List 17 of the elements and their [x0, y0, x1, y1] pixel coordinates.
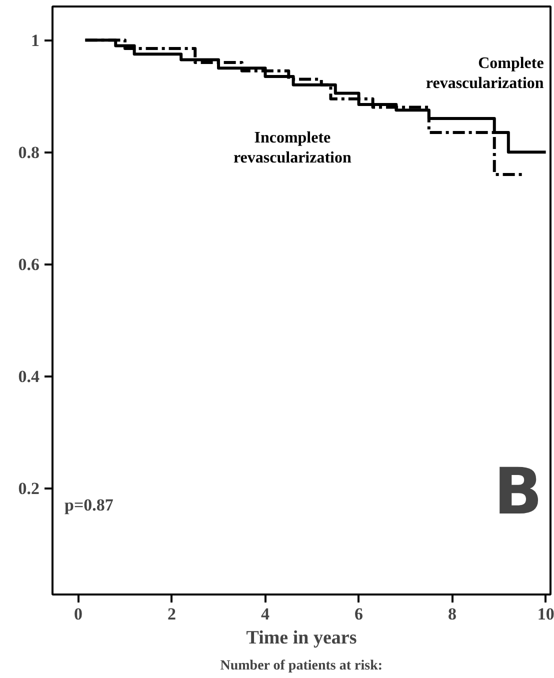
y-tick-label: 0.6 [18, 255, 40, 274]
x-tick-label: 10 [537, 604, 554, 624]
x-tick-label: 0 [74, 604, 82, 624]
y-tick-label: 0.4 [18, 367, 40, 386]
x-axis-title: Time in years [246, 628, 357, 648]
annotation: p=0.87 [64, 496, 114, 514]
x-tick-label: 8 [448, 604, 457, 624]
x-tick-label: 2 [167, 604, 176, 624]
y-tick-label: 0.2 [18, 479, 40, 498]
series-label: Complete revascularization [426, 55, 544, 92]
series-label: Incomplete revascularization [233, 130, 352, 166]
y-tick-label: 0.8 [18, 143, 40, 162]
y-tick-label: 1 [31, 31, 40, 50]
x-tick-label: 6 [354, 604, 364, 624]
text: Number of patients at risk: [220, 658, 383, 674]
annotation: B [494, 456, 542, 530]
x-tick-label: 4 [261, 604, 270, 624]
